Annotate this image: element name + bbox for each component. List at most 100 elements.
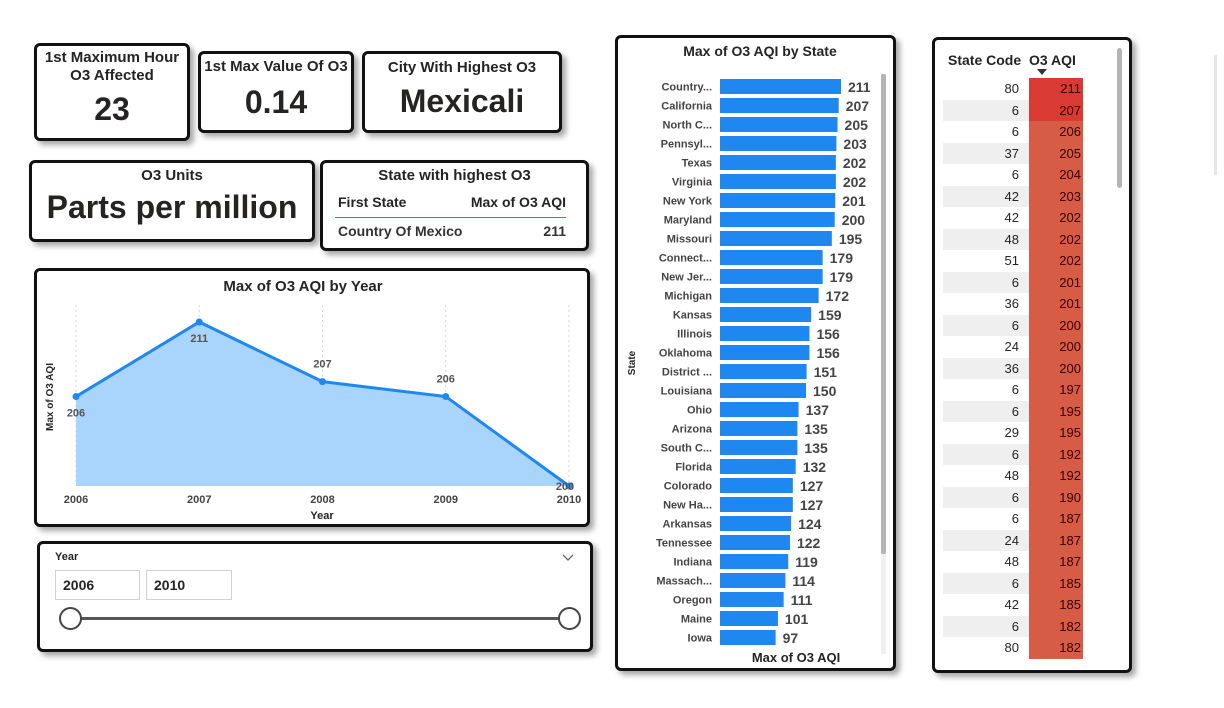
cell-o3-aqi: 205 xyxy=(1029,142,1083,164)
bar[interactable] xyxy=(720,592,784,607)
data-point[interactable] xyxy=(442,393,450,401)
scrollbar-thumb[interactable] xyxy=(881,74,886,554)
data-point[interactable] xyxy=(565,482,573,490)
cell-o3-aqi: 187 xyxy=(1029,508,1083,530)
bar-category-label: New Jer... xyxy=(661,272,712,284)
cell-o3-aqi: 190 xyxy=(1029,486,1083,508)
bar[interactable] xyxy=(720,573,786,588)
bar-category-label: Indiana xyxy=(673,557,712,569)
bar[interactable] xyxy=(720,497,793,512)
bar[interactable] xyxy=(720,98,839,113)
bar-category-label: Arizona xyxy=(672,424,713,436)
bar[interactable] xyxy=(720,250,823,265)
col-o3-aqi[interactable]: O3 AQI xyxy=(1029,52,1076,68)
table-row[interactable]: 29 195 xyxy=(943,422,1083,444)
bar[interactable] xyxy=(720,155,836,170)
bar[interactable] xyxy=(720,383,807,398)
table-row[interactable]: 48 187 xyxy=(943,551,1083,573)
table-row[interactable]: 51 202 xyxy=(943,250,1083,272)
table-row[interactable]: Country Of Mexico 211 xyxy=(335,221,566,243)
sort-desc-icon[interactable] xyxy=(1037,69,1047,75)
bar-value-label: 203 xyxy=(843,136,867,152)
bar[interactable] xyxy=(720,79,841,94)
bar[interactable] xyxy=(720,174,836,189)
chevron-down-icon[interactable] xyxy=(562,554,574,562)
table-row[interactable]: 42 202 xyxy=(943,207,1083,229)
bar[interactable] xyxy=(720,630,776,645)
table-row[interactable]: 6 200 xyxy=(943,314,1083,336)
table-row[interactable]: 24 187 xyxy=(943,529,1083,551)
bar[interactable] xyxy=(720,345,810,360)
table-row[interactable]: 6 187 xyxy=(943,508,1083,530)
table-row[interactable]: 48 192 xyxy=(943,465,1083,487)
bar[interactable] xyxy=(720,117,838,132)
table-row[interactable]: 36 201 xyxy=(943,293,1083,315)
line-chart[interactable]: Max of O3 AQI by Year Year Max of O3 AQI… xyxy=(37,271,587,524)
slicer-to-input[interactable]: 2010 xyxy=(146,570,232,600)
table-row[interactable]: 6 190 xyxy=(943,486,1083,508)
data-label: 206 xyxy=(437,374,455,386)
bar[interactable] xyxy=(720,193,836,208)
bar[interactable] xyxy=(720,516,792,531)
bar[interactable] xyxy=(720,554,789,569)
bar[interactable] xyxy=(720,231,832,246)
bar-category-label: Oregon xyxy=(673,595,712,607)
bar[interactable] xyxy=(720,364,807,379)
bar[interactable] xyxy=(720,478,793,493)
bar[interactable] xyxy=(720,136,837,151)
x-tick-label: 2009 xyxy=(434,494,458,506)
bar-category-label: Colorado xyxy=(664,481,713,493)
col-max-aqi[interactable]: Max of O3 AQI xyxy=(470,194,566,210)
table-row[interactable]: 6 207 xyxy=(943,99,1083,121)
table-row[interactable]: 6 201 xyxy=(943,271,1083,293)
table-row[interactable]: 6 197 xyxy=(943,379,1083,401)
cell-state-code: 80 xyxy=(1004,81,1019,96)
bar-value-label: 195 xyxy=(839,231,863,247)
table-row[interactable]: 48 202 xyxy=(943,228,1083,250)
bar[interactable] xyxy=(720,307,812,322)
slider-track[interactable] xyxy=(70,617,564,620)
table-row[interactable]: 37 205 xyxy=(943,142,1083,164)
cell-state-code: 51 xyxy=(1004,253,1019,268)
y-axis-title: Max of O3 AQI xyxy=(45,363,56,431)
bar[interactable] xyxy=(720,421,798,436)
bar-category-label: District ... xyxy=(662,367,712,379)
table-row[interactable]: 24 200 xyxy=(943,336,1083,358)
table-row[interactable]: 6 206 xyxy=(943,121,1083,143)
table-row[interactable]: 80 182 xyxy=(943,637,1083,659)
bar[interactable] xyxy=(720,212,835,227)
bar[interactable] xyxy=(720,535,790,550)
scrollbar-thumb[interactable] xyxy=(1117,48,1122,188)
table-row[interactable]: 6 182 xyxy=(943,615,1083,637)
data-label: 207 xyxy=(313,359,331,371)
slicer-from-input[interactable]: 2006 xyxy=(55,570,140,600)
table-row[interactable]: 42 185 xyxy=(943,594,1083,616)
table-row[interactable]: 80 211 xyxy=(943,78,1083,100)
table-row[interactable]: 36 200 xyxy=(943,357,1083,379)
bar[interactable] xyxy=(720,269,823,284)
bar[interactable] xyxy=(720,611,778,626)
table-row[interactable]: 6 195 xyxy=(943,400,1083,422)
bar-category-label: Connect... xyxy=(659,253,712,265)
bar[interactable] xyxy=(720,440,798,455)
bar[interactable] xyxy=(720,288,819,303)
bar[interactable] xyxy=(720,402,799,417)
bar[interactable] xyxy=(720,459,796,474)
table-row[interactable]: 6 192 xyxy=(943,443,1083,465)
col-state-code[interactable]: State Code xyxy=(948,52,1022,68)
table-row[interactable]: 6 204 xyxy=(943,164,1083,186)
kpi-label: 1st Maximum Hour O3 Affected xyxy=(44,49,180,84)
data-point[interactable] xyxy=(319,378,326,386)
cell-state-code: 6 xyxy=(1011,489,1019,505)
table-row[interactable]: 42 203 xyxy=(943,185,1083,207)
col-first-state[interactable]: First State xyxy=(338,194,407,210)
bar-category-label: Kansas xyxy=(673,310,712,322)
table-row[interactable]: 6 185 xyxy=(943,572,1083,594)
slider-handle-end[interactable] xyxy=(558,607,581,630)
bar-chart[interactable]: Max of O3 AQI by State State Max of O3 A… xyxy=(618,38,893,668)
slider-handle-start[interactable] xyxy=(59,607,82,630)
bar[interactable] xyxy=(720,326,810,341)
cell-o3-aqi: 204 xyxy=(1029,164,1083,186)
data-point[interactable] xyxy=(195,318,203,326)
data-point[interactable] xyxy=(72,393,80,401)
